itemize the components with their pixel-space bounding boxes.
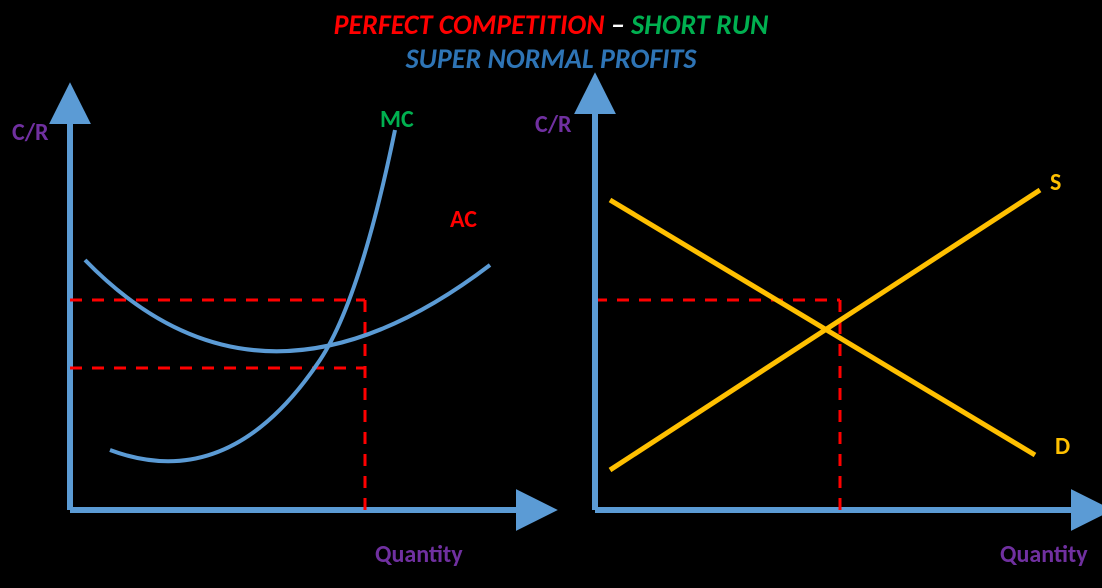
ac-curve <box>85 260 490 351</box>
left-y-label: C/R <box>12 118 49 147</box>
left-x-label: Quantity <box>375 540 463 569</box>
d-label: D <box>1055 432 1070 461</box>
right-x-label: Quantity <box>1000 540 1088 569</box>
mc-label: MC <box>380 105 414 134</box>
mc-curve <box>110 130 395 461</box>
diagram-canvas <box>0 0 1102 588</box>
demand-line <box>610 200 1035 455</box>
right-y-label: C/R <box>535 110 572 139</box>
ac-label: AC <box>450 205 477 234</box>
s-label: S <box>1050 168 1061 197</box>
